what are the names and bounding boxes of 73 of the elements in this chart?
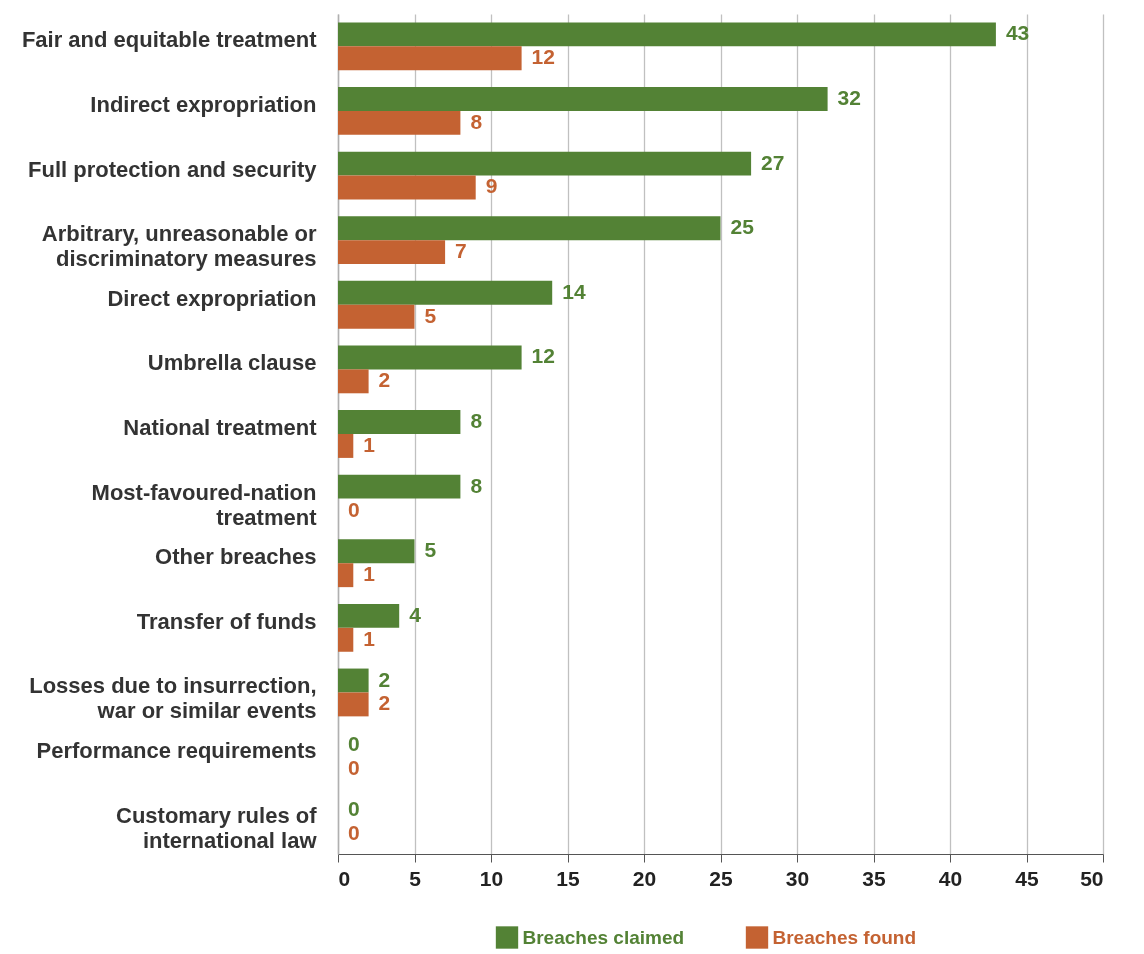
legend-label: Breaches found xyxy=(772,926,917,948)
data-label: 14 xyxy=(562,279,586,303)
x-tick-label: 10 xyxy=(479,866,504,890)
y-tick-label: Customary rules of international law xyxy=(116,802,318,853)
data-label: 7 xyxy=(455,239,467,263)
bar xyxy=(338,603,400,628)
data-label: 0 xyxy=(348,732,360,756)
data-label: 32 xyxy=(837,85,861,109)
bar xyxy=(338,627,354,652)
y-tick-label: Full protection and security xyxy=(28,156,318,182)
data-label: 8 xyxy=(470,473,483,497)
data-label: 0 xyxy=(348,756,360,780)
x-tick-label: 25 xyxy=(709,866,733,890)
y-tick-label: Umbrella clause xyxy=(147,350,317,376)
bar xyxy=(338,110,461,135)
bar xyxy=(338,175,476,200)
y-tick-label: Arbitrary, unreasonable or discriminatory measures xyxy=(41,221,317,272)
data-label: 8 xyxy=(470,409,483,433)
x-tick-label: 5 xyxy=(409,866,422,890)
bar xyxy=(338,410,461,434)
bar xyxy=(338,87,828,111)
x-tick-label: 35 xyxy=(862,866,886,890)
data-label: 1 xyxy=(363,626,376,650)
data-label: 8 xyxy=(470,109,483,133)
x-tick-label: 15 xyxy=(556,866,580,890)
data-label: 5 xyxy=(424,538,437,562)
y-tick-label: Performance requirements xyxy=(36,738,317,764)
y-tick-label: Indirect expropriation xyxy=(90,91,317,117)
x-tick-label: 40 xyxy=(938,866,963,890)
data-label: 0 xyxy=(348,497,360,521)
x-tick-label: 30 xyxy=(785,866,810,890)
x-tick-label: 50 xyxy=(1080,866,1104,890)
data-label: 0 xyxy=(348,796,360,820)
y-tick-label: National treatment xyxy=(123,415,318,440)
y-tick-label: Transfer of funds xyxy=(136,608,317,634)
data-label: 27 xyxy=(761,150,785,174)
bar xyxy=(338,563,354,588)
bar xyxy=(338,434,354,458)
data-label: 2 xyxy=(378,667,391,691)
y-tick-label: Other breaches xyxy=(155,544,317,570)
data-label: 2 xyxy=(378,368,391,392)
data-label: 43 xyxy=(1005,21,1030,45)
bar xyxy=(338,151,752,176)
data-label: 0 xyxy=(348,820,360,844)
data-label: 12 xyxy=(531,344,555,368)
x-tick-label: 45 xyxy=(1015,866,1039,890)
data-label: 1 xyxy=(363,562,376,586)
data-label: 25 xyxy=(730,215,755,239)
y-tick-label: Fair and equitable treatment xyxy=(21,27,318,53)
bar xyxy=(338,474,461,499)
bar xyxy=(338,304,415,329)
data-label: 9 xyxy=(485,174,498,198)
data-label: 12 xyxy=(531,45,555,69)
bar xyxy=(338,539,415,564)
y-tick-label: Most-favoured-nation treatment xyxy=(91,479,318,530)
data-label: 5 xyxy=(424,303,437,327)
bar xyxy=(338,668,369,693)
data-label: 4 xyxy=(409,602,422,626)
bar xyxy=(338,46,522,71)
data-label: 1 xyxy=(363,432,376,456)
bar xyxy=(338,216,721,241)
y-tick-label: Losses due to insurrection, war or similar events xyxy=(29,673,317,724)
y-tick-label: Direct expropriation xyxy=(107,285,317,311)
x-tick-label: 20 xyxy=(632,866,657,890)
legend-label: Breaches claimed xyxy=(522,926,685,948)
bar xyxy=(338,240,446,265)
bar xyxy=(338,280,553,305)
bar xyxy=(338,369,369,394)
bar xyxy=(338,692,369,717)
bar xyxy=(338,345,522,370)
data-label: 2 xyxy=(378,691,391,715)
x-tick-label: 0 xyxy=(338,866,351,890)
bar xyxy=(338,22,996,47)
